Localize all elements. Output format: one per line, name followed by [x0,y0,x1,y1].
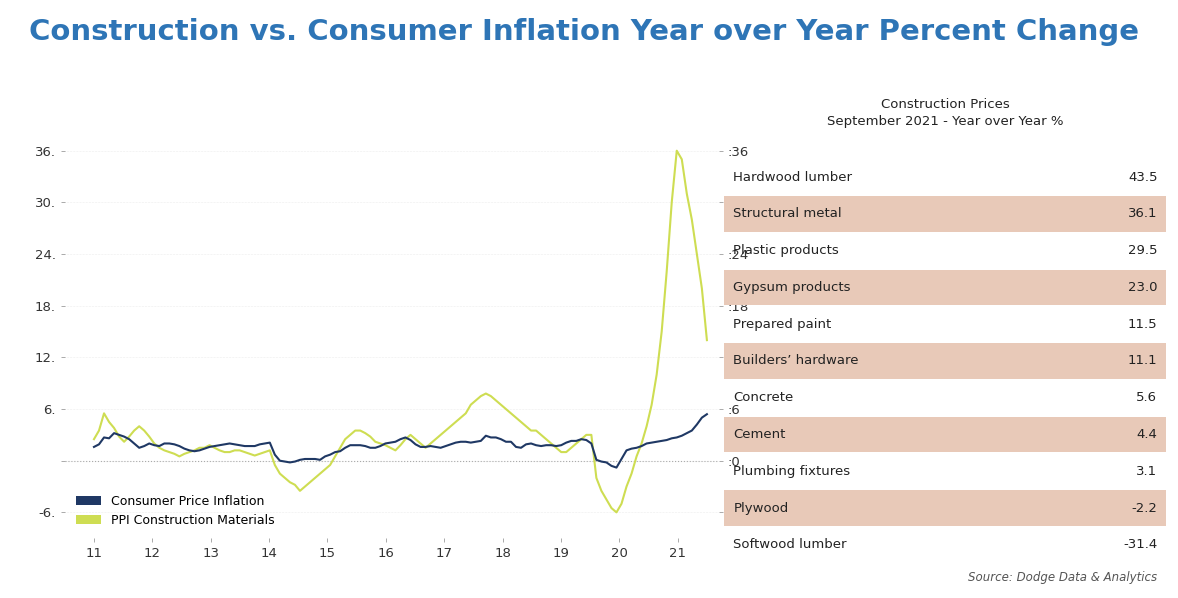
Text: Concrete: Concrete [733,391,794,404]
FancyBboxPatch shape [724,343,1166,379]
Text: 36.1: 36.1 [1127,208,1157,220]
Text: Builders’ hardware: Builders’ hardware [733,355,859,367]
Text: 11.5: 11.5 [1127,318,1157,331]
FancyBboxPatch shape [724,490,1166,526]
FancyBboxPatch shape [724,417,1166,452]
Text: Cement: Cement [733,428,786,441]
Text: Gypsum products: Gypsum products [733,281,851,294]
Text: Plywood: Plywood [733,502,788,514]
Text: Prepared paint: Prepared paint [733,318,832,331]
Text: Source: Dodge Data & Analytics: Source: Dodge Data & Analytics [968,570,1157,584]
Text: 4.4: 4.4 [1137,428,1157,441]
Text: Structural metal: Structural metal [733,208,842,220]
FancyBboxPatch shape [724,196,1166,231]
Text: Softwood lumber: Softwood lumber [733,538,847,551]
FancyBboxPatch shape [724,270,1166,305]
Text: 43.5: 43.5 [1127,170,1157,184]
Text: 29.5: 29.5 [1127,244,1157,257]
Text: Plastic products: Plastic products [733,244,839,257]
Text: Plumbing fixtures: Plumbing fixtures [733,465,851,478]
Text: Hardwood lumber: Hardwood lumber [733,170,853,184]
Text: 11.1: 11.1 [1127,355,1157,367]
Legend: Consumer Price Inflation, PPI Construction Materials: Consumer Price Inflation, PPI Constructi… [71,490,279,532]
Text: 23.0: 23.0 [1127,281,1157,294]
Text: Construction Prices
September 2021 - Year over Year %: Construction Prices September 2021 - Yea… [827,98,1064,128]
Text: 3.1: 3.1 [1137,465,1157,478]
Text: 5.6: 5.6 [1137,391,1157,404]
Text: -2.2: -2.2 [1132,502,1157,514]
Text: Construction vs. Consumer Inflation Year over Year Percent Change: Construction vs. Consumer Inflation Year… [29,18,1139,46]
Text: -31.4: -31.4 [1123,538,1157,551]
